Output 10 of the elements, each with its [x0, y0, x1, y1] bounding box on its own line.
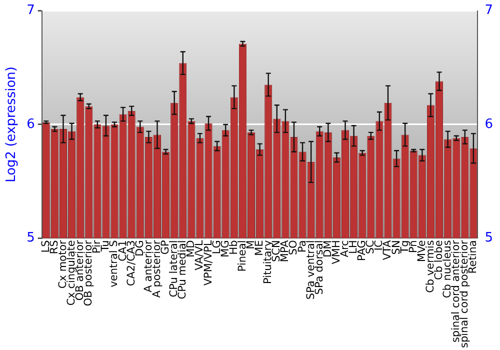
y-axis-title: Log2 (expression): [4, 66, 20, 182]
y2-tick-label: 5: [484, 230, 494, 246]
y-tick-label: 7: [26, 3, 35, 18]
x-tick-label: A posterior: [150, 239, 163, 298]
y2-tick-label: 6: [484, 116, 494, 132]
y-tick-label: 5: [26, 230, 35, 246]
y-tick-label: 6: [26, 116, 35, 132]
y2-tick-label: 7: [484, 3, 494, 18]
x-tick-label: Retina: [467, 240, 480, 274]
x-tick-label: Tg: [398, 240, 411, 254]
